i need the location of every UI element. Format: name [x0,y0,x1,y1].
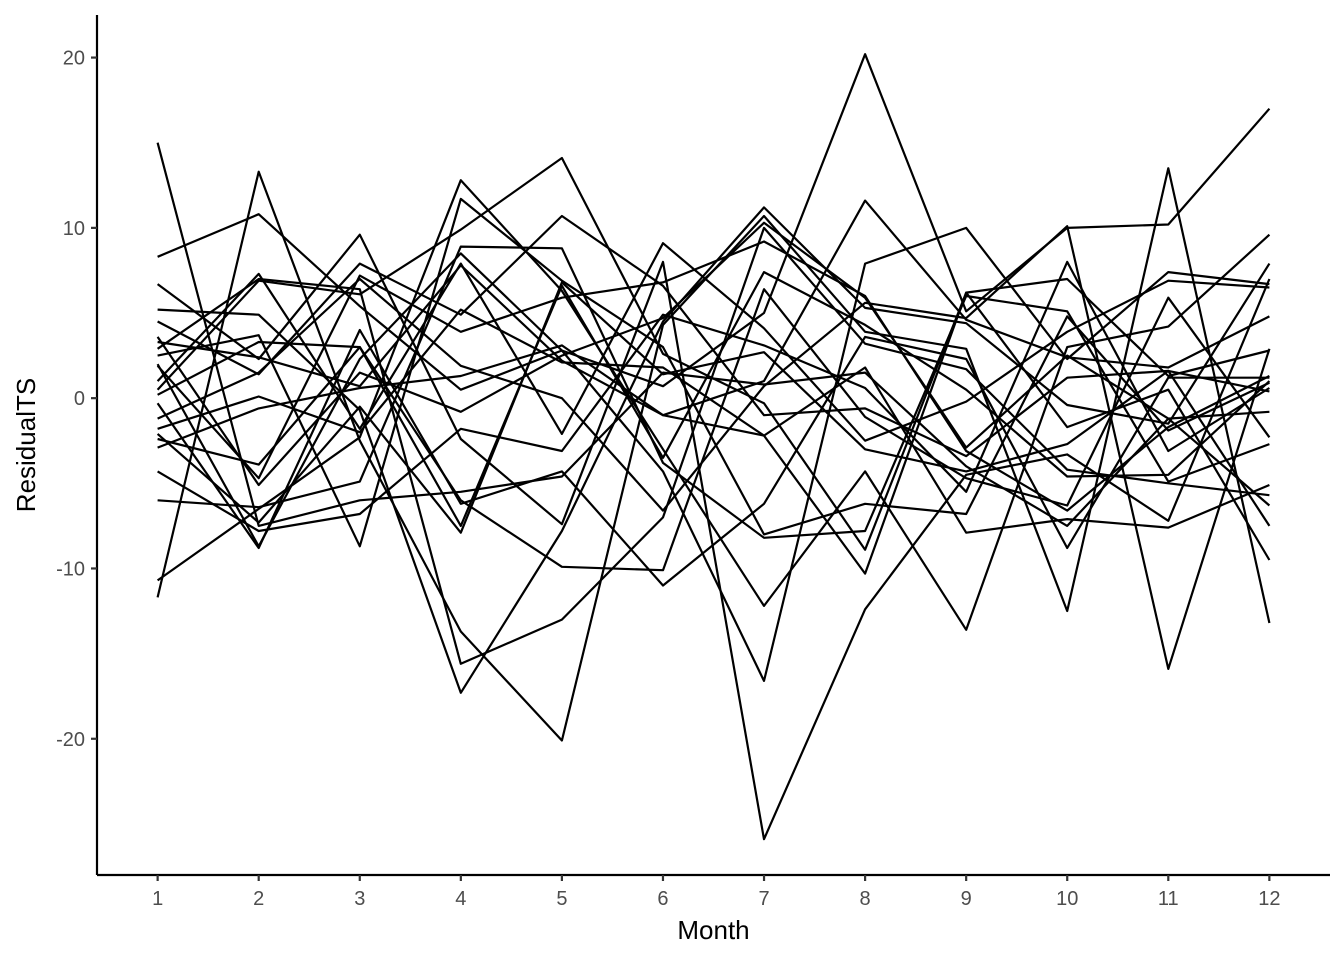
series-line-15 [157,288,1271,572]
x-tick-label: 7 [758,888,769,910]
y-tick-label: -10 [56,558,85,580]
series-line-13 [157,214,1270,458]
x-axis-title: Month [677,915,749,945]
series-line-10 [156,242,1270,442]
series-line-17 [157,260,1270,533]
series-line-19 [157,225,1271,671]
x-tick-label: 11 [1158,888,1179,910]
series-line-21 [156,240,1270,512]
x-tick-label: 4 [455,888,466,910]
y-axis-title: ResidualTS [11,378,41,512]
series-line-5 [156,233,1271,841]
y-tick-label: 20 [63,48,85,70]
x-tick-label: 9 [961,888,972,910]
x-tick-label: 8 [860,888,871,910]
x-tick-label: 5 [556,888,567,910]
series-line-20 [156,221,1271,507]
x-tick-label: 12 [1258,888,1280,910]
y-tick-label: 0 [74,388,85,410]
x-ticks: 1 2 3 4 5 6 7 8 9 10 11 12 [152,875,1280,910]
y-tick-label: -20 [56,729,85,751]
series-line-18 [156,156,1271,561]
series-line-6 [157,206,1271,694]
axis-layer [95,15,1330,877]
series-line-12 [157,197,1270,548]
x-tick-label: 3 [354,888,365,910]
series-layer [156,53,1271,841]
series-line-1 [156,142,1270,528]
series-line-16 [157,245,1270,539]
series-line-23 [157,271,1271,528]
x-tick-label: 10 [1056,888,1078,910]
x-tick-label: 6 [657,888,668,910]
x-tick-label: 2 [253,888,264,910]
series-line-24 [156,281,1271,534]
y-tick-label: 10 [63,218,85,240]
series-line-8 [157,199,1270,417]
y-ticks: -20 -10 0 10 20 [56,48,97,751]
series-line-4 [156,167,1271,742]
x-tick-label: 1 [152,888,163,910]
